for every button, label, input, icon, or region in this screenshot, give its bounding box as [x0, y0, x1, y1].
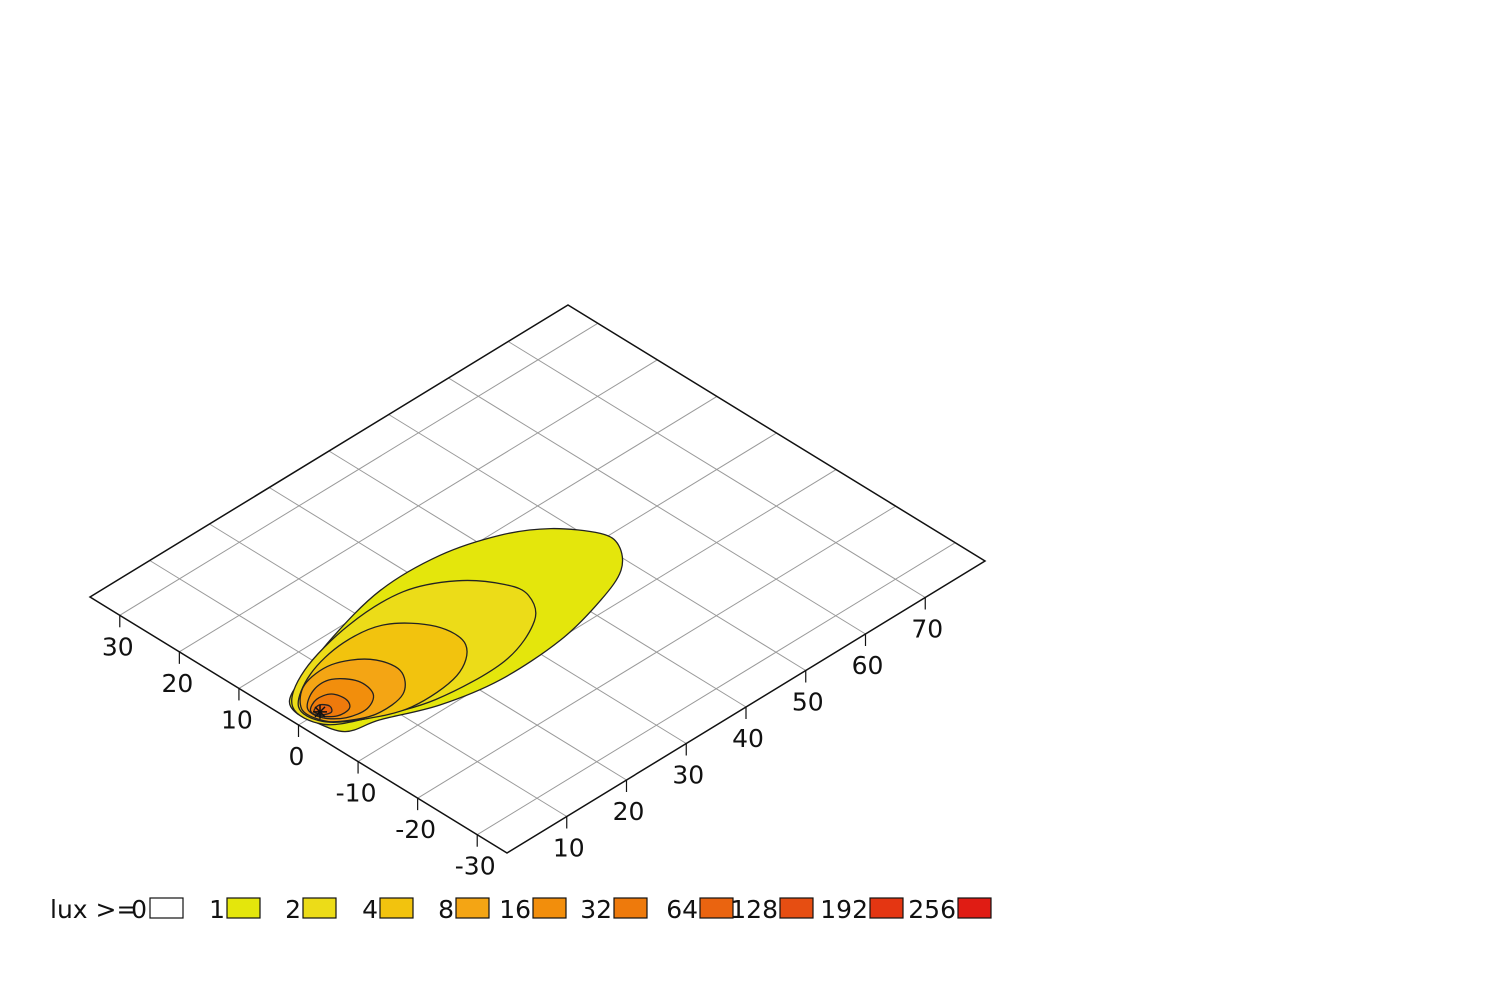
legend-swatch — [532, 897, 567, 919]
x-tick-label: 70 — [911, 615, 943, 644]
legend-swatch — [455, 897, 490, 919]
grid-line — [179, 359, 658, 653]
legend-swatch — [779, 897, 814, 919]
grid-line — [119, 322, 599, 616]
legend-label: 4 — [362, 895, 378, 924]
legend-label: 192 — [820, 895, 868, 924]
grid-line — [357, 469, 837, 762]
x-tick-label: 10 — [553, 834, 585, 863]
legend-label: 64 — [666, 895, 698, 924]
y-tick-label: 0 — [289, 742, 305, 771]
y-tick-label: -30 — [455, 852, 496, 881]
luminaire-stroke — [314, 706, 326, 718]
y-tick-label: -10 — [336, 779, 377, 808]
legend-title: lux >= — [50, 895, 137, 924]
legend-swatch — [302, 897, 337, 919]
legend-label: 1 — [209, 895, 225, 924]
x-tick-label: 40 — [732, 724, 764, 753]
legend-label: 16 — [499, 895, 531, 924]
x-tick-label: 20 — [613, 797, 645, 826]
x-tick-label: 30 — [672, 761, 704, 790]
grid-line — [476, 542, 956, 836]
x-tick-label: 50 — [792, 688, 824, 717]
legend-label: 2 — [285, 895, 301, 924]
legend-label: 32 — [580, 895, 612, 924]
legend-swatch — [379, 897, 414, 919]
y-tick-label: -20 — [395, 815, 436, 844]
legend-swatch — [957, 897, 992, 919]
grid-line — [417, 505, 896, 799]
legend-swatch — [699, 897, 734, 919]
legend-label: 0 — [131, 895, 147, 924]
y-tick-label: 10 — [221, 705, 253, 734]
luminaire — [313, 704, 328, 719]
legend-swatch — [226, 897, 261, 919]
plane-border — [88, 304, 987, 854]
legend-swatch — [613, 897, 648, 919]
legend-label: 8 — [438, 895, 454, 924]
legend-label: 128 — [730, 895, 778, 924]
y-tick-label: 20 — [161, 669, 193, 698]
legend-label: 256 — [908, 895, 956, 924]
legend-swatch — [869, 897, 904, 919]
legend-swatch — [149, 897, 184, 919]
x-tick-label: 60 — [852, 651, 884, 680]
y-tick-label: 30 — [102, 632, 134, 661]
